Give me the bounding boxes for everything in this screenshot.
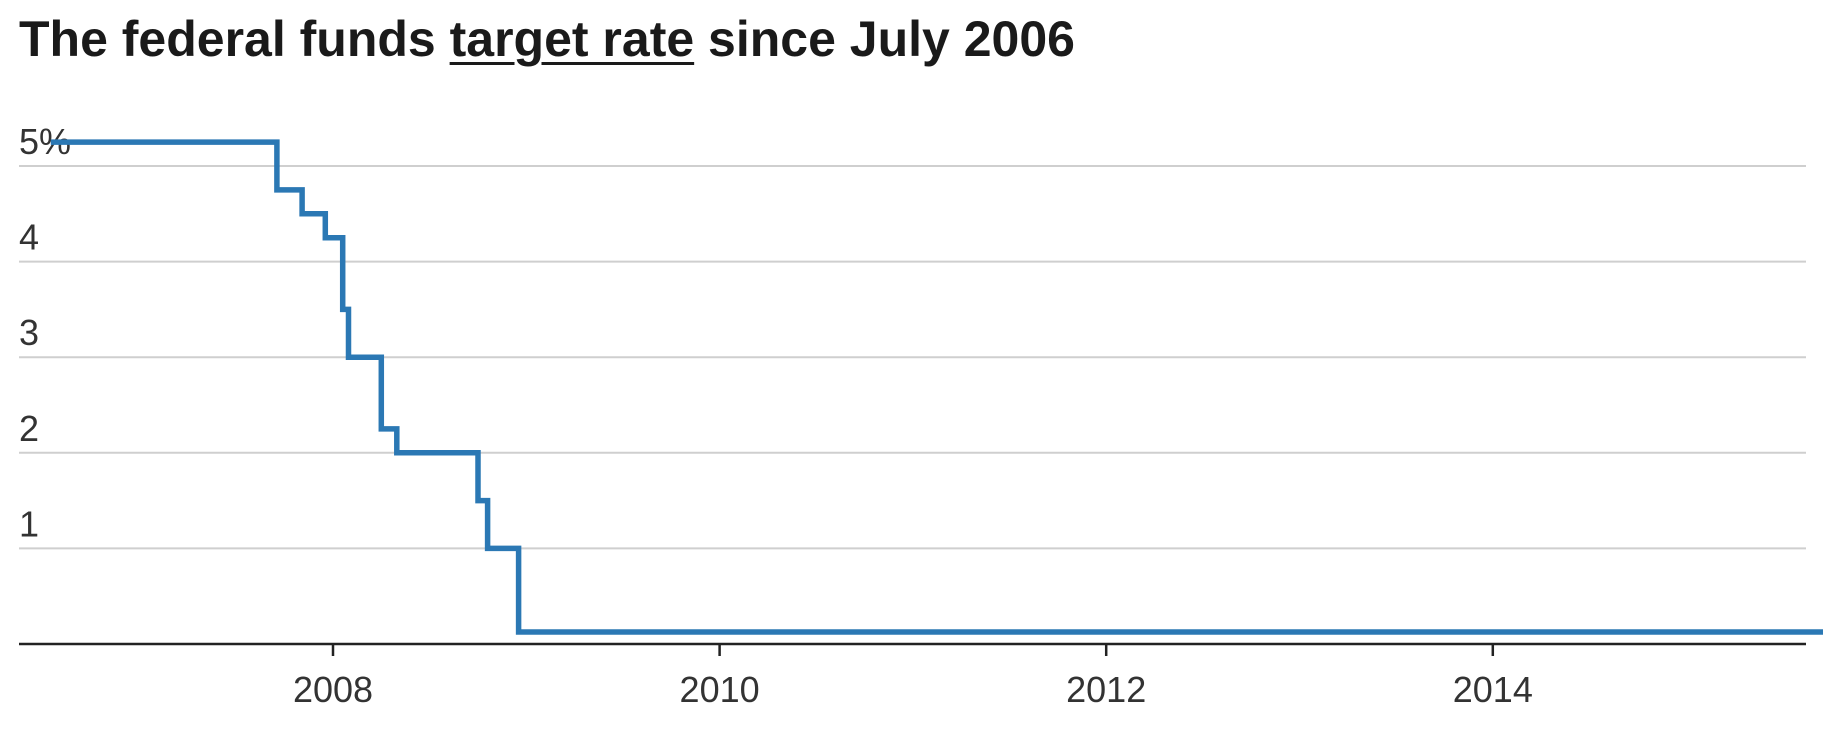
x-tick-label: 2014 bbox=[1453, 669, 1533, 710]
title-suffix: since July 2006 bbox=[694, 11, 1075, 67]
target-rate-link[interactable]: target rate bbox=[449, 11, 695, 67]
x-tick-label: 2012 bbox=[1066, 669, 1146, 710]
y-tick-label: 1 bbox=[19, 503, 39, 544]
y-tick-label: 3 bbox=[19, 312, 39, 353]
title-prefix: The federal funds bbox=[19, 11, 450, 67]
rate-line bbox=[50, 139, 1823, 635]
y-tick-label: 4 bbox=[19, 217, 39, 258]
chart-title: The federal funds target rate since July… bbox=[19, 8, 1075, 70]
y-tick-label: 2 bbox=[19, 408, 39, 449]
x-tick-label: 2008 bbox=[293, 669, 373, 710]
x-tick-label: 2010 bbox=[680, 669, 760, 710]
